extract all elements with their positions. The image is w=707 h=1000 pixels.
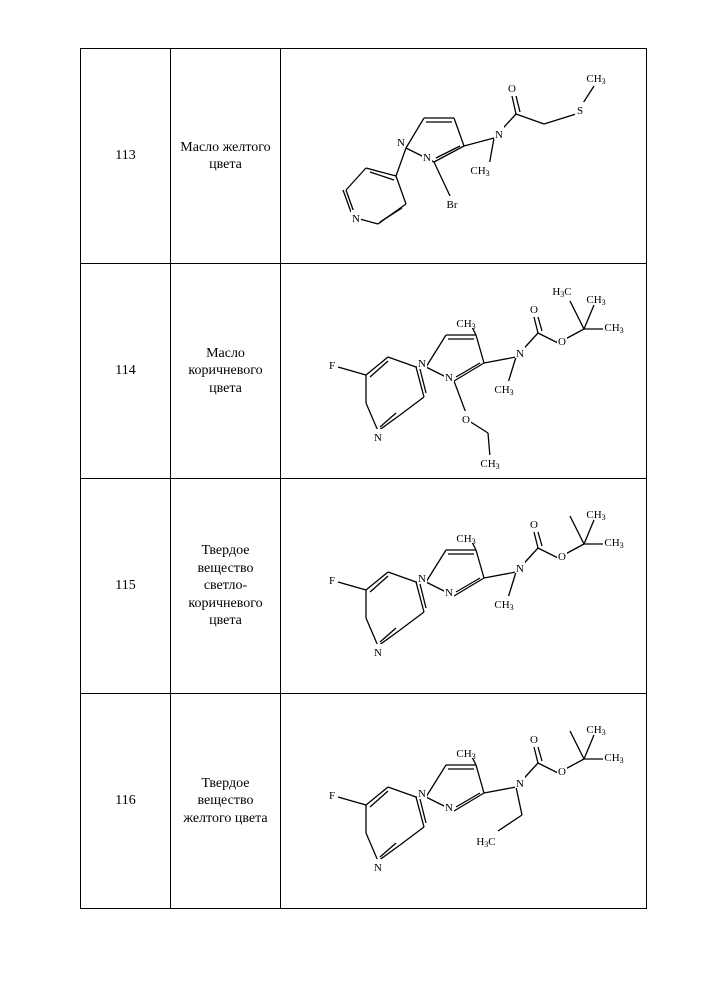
- svg-text:O: O: [530, 734, 538, 746]
- compound-description: Маслокоричневогоцвета: [171, 264, 281, 479]
- svg-text:N: N: [418, 358, 426, 370]
- svg-text:O: O: [558, 551, 566, 563]
- compound-description: Твердоевеществосветло-коричневогоцвета: [171, 479, 281, 694]
- svg-text:N: N: [374, 647, 382, 659]
- svg-text:N: N: [374, 862, 382, 874]
- svg-text:O: O: [462, 414, 470, 426]
- svg-text:N: N: [495, 129, 503, 141]
- compound-structure: FNNNNCH3H3COOCH3CH3: [281, 694, 647, 909]
- compound-id: 113: [81, 49, 171, 264]
- compound-id: 116: [81, 694, 171, 909]
- svg-text:O: O: [530, 304, 538, 316]
- svg-text:N: N: [418, 573, 426, 585]
- page: 113Масло желтогоцветаNNNNBrOSCH3CH3114Ма…: [0, 0, 707, 969]
- compound-description: Твердоевеществожелтого цвета: [171, 694, 281, 909]
- svg-text:N: N: [516, 778, 524, 790]
- svg-text:N: N: [445, 802, 453, 814]
- svg-text:N: N: [516, 563, 524, 575]
- compound-id: 115: [81, 479, 171, 694]
- compound-structure: FNNNNCH3CH3OOCH3CH3: [281, 479, 647, 694]
- svg-text:F: F: [328, 575, 334, 587]
- svg-text:N: N: [374, 432, 382, 444]
- svg-text:O: O: [558, 766, 566, 778]
- table-row: 114МаслокоричневогоцветаFNNNNOCH3CH3CH3O…: [81, 264, 647, 479]
- svg-text:O: O: [558, 336, 566, 348]
- svg-text:O: O: [508, 83, 516, 95]
- compound-table: 113Масло желтогоцветаNNNNBrOSCH3CH3114Ма…: [80, 48, 647, 909]
- svg-text:N: N: [397, 137, 405, 149]
- table-row: 113Масло желтогоцветаNNNNBrOSCH3CH3: [81, 49, 647, 264]
- svg-text:F: F: [328, 790, 334, 802]
- svg-text:Br: Br: [446, 199, 457, 211]
- svg-text:N: N: [445, 372, 453, 384]
- svg-text:F: F: [328, 360, 334, 372]
- compound-description: Масло желтогоцвета: [171, 49, 281, 264]
- svg-text:O: O: [530, 519, 538, 531]
- svg-text:N: N: [445, 587, 453, 599]
- compound-structure: NNNNBrOSCH3CH3: [281, 49, 647, 264]
- compound-structure: FNNNNOCH3CH3CH3OOCH3CH3H3C: [281, 264, 647, 479]
- table-row: 115Твердоевеществосветло-коричневогоцвет…: [81, 479, 647, 694]
- svg-text:N: N: [516, 348, 524, 360]
- table-body: 113Масло желтогоцветаNNNNBrOSCH3CH3114Ма…: [81, 49, 647, 909]
- svg-text:N: N: [423, 152, 431, 164]
- table-row: 116Твердоевеществожелтого цветаFNNNNCH3H…: [81, 694, 647, 909]
- svg-text:N: N: [418, 788, 426, 800]
- compound-id: 114: [81, 264, 171, 479]
- svg-text:N: N: [352, 213, 360, 225]
- svg-text:S: S: [576, 105, 582, 117]
